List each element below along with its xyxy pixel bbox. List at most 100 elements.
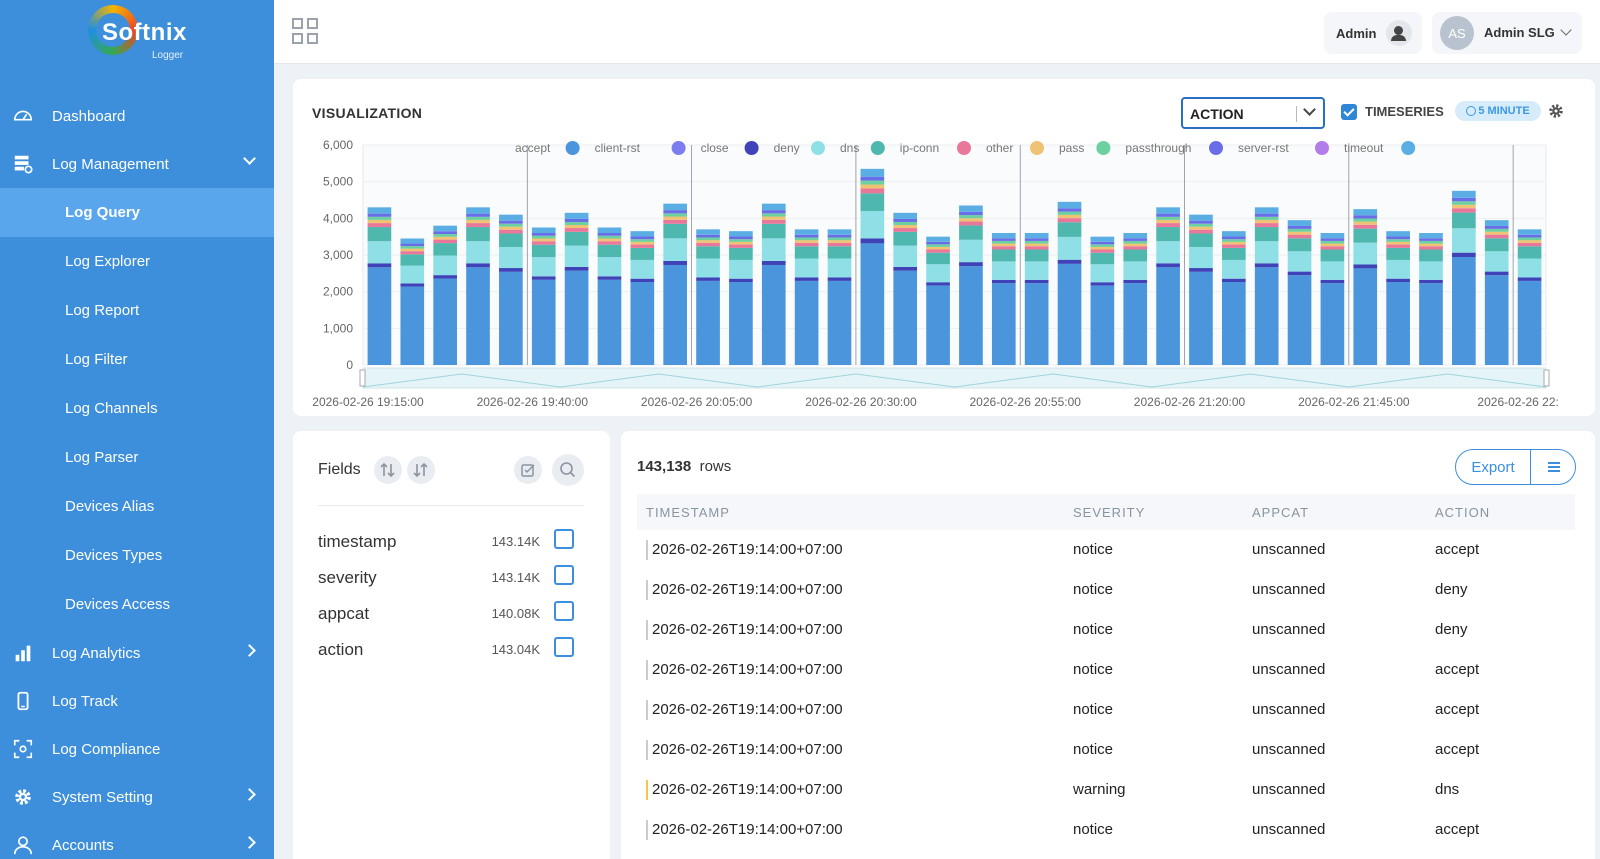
bar-segment-dns [367,227,392,242]
bar-segment-pass [1221,239,1246,242]
sidebar-subitem-log-channels[interactable]: Log Channels [65,400,158,417]
bar-segment-timeout [367,207,392,214]
sidebar-subitem-log-filter[interactable]: Log Filter [65,351,128,368]
bar-segment-deny [1090,264,1115,283]
field-checkbox[interactable] [554,565,574,585]
bar-segment-dns [1484,238,1509,252]
sidebar-item-accounts[interactable]: Accounts [0,821,274,859]
bar-segment-deny [400,265,425,284]
bar-segment-accept [564,270,589,365]
select-all-button[interactable] [514,456,542,484]
bar-segment-dns [597,244,622,258]
sidebar-item-log-analytics[interactable]: Log Analytics [0,629,274,677]
bar-segment-deny [761,238,786,261]
column-header-action[interactable]: ACTION [1435,505,1491,520]
sidebar-item-log-management[interactable]: Log Management [0,140,274,188]
sidebar-subitem-devices-access[interactable]: Devices Access [65,596,171,613]
legend-swatch [870,141,885,155]
field-select[interactable]: ACTION [1181,97,1325,129]
timeseries-checkbox[interactable] [1341,104,1357,120]
column-list-button[interactable] [1531,450,1575,484]
table-row[interactable]: 2026-02-26T19:14:00+07:00 notice unscanned… [637,610,1575,650]
user-menu[interactable]: AS Admin SLG [1432,12,1582,54]
table-row[interactable]: 2026-02-26T19:14:00+07:00 notice unscanned… [637,650,1575,690]
fields-panel: Fields timestamp 143.14K severity 143.14… [293,431,610,859]
legend-label: client-rst [595,141,641,155]
field-name: appcat [318,604,370,623]
sort-asc-button[interactable] [374,456,402,484]
search-fields-button[interactable] [552,454,584,486]
sidebar-item-system-setting[interactable]: System Setting [0,773,274,821]
cell-timestamp: 2026-02-26T19:14:00+07:00 [652,661,843,678]
table-row[interactable]: 2026-02-26T19:14:00+07:00 notice unscanned… [637,810,1575,850]
sidebar-subitem-log-report[interactable]: Log Report [65,302,140,319]
gear-icon[interactable] [1547,102,1565,120]
bar-segment-pass [1156,216,1180,220]
sort-desc-button[interactable] [407,456,435,484]
chevron-down-icon [1303,103,1316,116]
table-row[interactable]: 2026-02-26T19:14:00+07:00 notice unscanned… [637,730,1575,770]
cell-timestamp: 2026-02-26T19:14:00+07:00 [652,821,843,838]
select-separator [1296,106,1297,122]
bar-segment-close [1123,279,1148,284]
bar-segment-deny [860,211,885,239]
export-button[interactable]: Export [1456,450,1531,484]
bar-segment-dns [1221,247,1246,260]
sidebar-item-log-compliance[interactable]: Log Compliance [0,725,274,773]
interval-label: 5 MINUTE [1478,105,1530,117]
field-checkbox[interactable] [554,637,574,657]
table-row[interactable]: 2026-02-26T19:14:00+07:00 notice unscanned… [637,690,1575,730]
range-handle-left [359,369,366,387]
cell-timestamp: 2026-02-26T19:14:00+07:00 [652,541,843,558]
bar-segment-dns [400,254,425,266]
apps-grid-icon[interactable] [292,18,318,44]
bar-segment-timeout [499,214,523,221]
bar-segment-dns [991,249,1016,262]
cell-action: accept [1435,741,1480,758]
bar-segment-accept [367,267,392,365]
bar-segment-pass [1484,228,1509,232]
cell-action: deny [1435,581,1468,598]
sidebar-subitem-log-explorer[interactable]: Log Explorer [65,253,151,270]
severity-indicator [646,620,648,640]
sidebar-subitem-log-query[interactable]: Log Query [0,188,274,237]
bar-segment-passthrough [564,218,589,222]
field-checkbox[interactable] [554,601,574,621]
y-tick-label: 2,000 [323,285,353,299]
table-row[interactable]: 2026-02-26T19:14:00+07:00 notice unscanned… [637,570,1575,610]
sidebar-item-dashboard[interactable]: Dashboard [0,92,274,140]
interval-badge[interactable]: 5 MINUTE [1455,101,1541,121]
bar-segment-timeout [1287,220,1312,226]
bar-segment-deny [1024,261,1049,280]
sidebar-subitem-devices-alias[interactable]: Devices Alias [65,498,155,515]
admin-button[interactable]: Admin [1324,12,1422,54]
column-header-appcat[interactable]: APPCAT [1252,505,1310,520]
bar-segment-deny [1287,251,1312,272]
logo-mark [88,5,138,55]
table-row[interactable]: 2026-02-26T19:14:00+07:00 notice unscanned… [637,530,1575,570]
bar-segment-close [1221,278,1246,283]
bar-segment-ip-conn [991,246,1016,250]
sidebar-item-log-track[interactable]: Log Track [0,677,274,725]
bar-segment-close [1287,271,1312,276]
bar-segment-deny [991,261,1016,280]
row-count-label: rows [699,458,732,475]
bar-segment-other [959,218,983,222]
bar-segment-timeout [630,231,655,237]
legend-swatch [565,141,580,155]
column-header-severity[interactable]: SEVERITY [1073,505,1146,520]
bar-segment-dns [729,247,753,260]
bar-segment-dns [926,252,950,265]
row-count-value: 143,138 [637,458,692,475]
softnix-logo[interactable]: Softnix Logger [88,5,188,65]
bar-segment-timeout [827,229,852,235]
table-row[interactable]: 2026-02-26T19:14:00+07:00 warning unscanne… [637,770,1575,810]
sidebar-item-label: Dashboard [52,107,126,125]
column-header-timestamp[interactable]: TIMESTAMP [646,505,730,520]
bar-segment-passthrough [1090,241,1115,245]
bar-segment-passthrough [991,238,1016,241]
sidebar-subitem-devices-types[interactable]: Devices Types [65,547,163,564]
field-checkbox[interactable] [554,529,574,549]
sidebar-subitem-log-parser[interactable]: Log Parser [65,449,139,466]
bar-segment-ip-conn [1386,244,1410,248]
